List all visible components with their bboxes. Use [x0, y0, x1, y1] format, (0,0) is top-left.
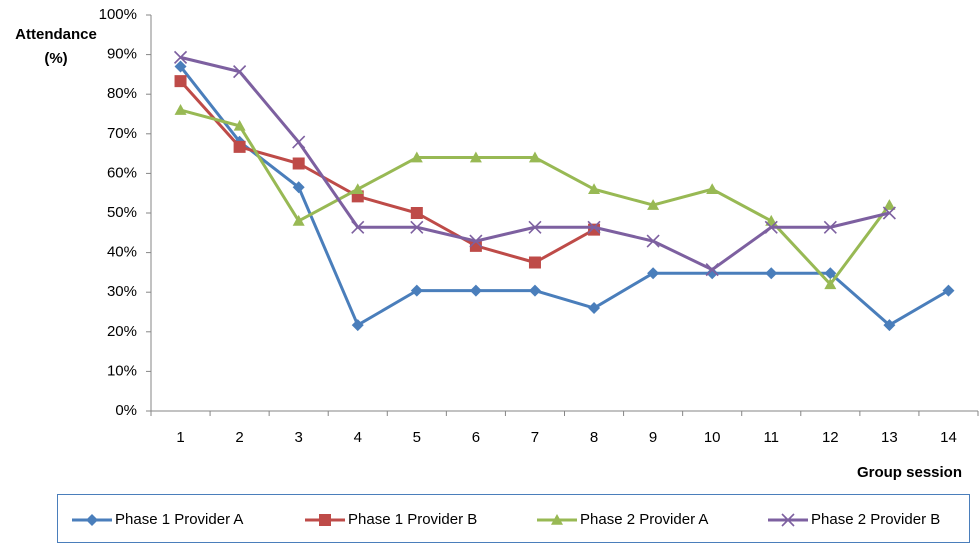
marker: [647, 267, 660, 280]
x-axis-label: Group session: [857, 464, 962, 481]
y-tick-label: 0%: [115, 402, 137, 419]
marker: [883, 199, 896, 210]
legend-label: Phase 2 Provider A: [580, 511, 708, 528]
marker: [824, 267, 837, 280]
marker: [233, 65, 247, 79]
marker: [292, 135, 306, 149]
marker: [765, 267, 778, 280]
marker: [528, 256, 541, 269]
x-tick-label: 12: [822, 429, 839, 446]
marker: [173, 50, 188, 64]
marker: [292, 181, 305, 194]
x-tick-label: 14: [940, 429, 957, 446]
marker: [469, 239, 482, 252]
x-tick-label: 11: [763, 429, 779, 446]
marker: [824, 278, 837, 290]
marker: [174, 104, 187, 115]
marker: [410, 220, 424, 234]
y-tick-label: 30%: [107, 283, 137, 300]
marker: [706, 183, 719, 195]
x-tick-label: 6: [472, 429, 480, 446]
marker: [882, 206, 896, 220]
marker: [86, 514, 98, 526]
marker: [705, 263, 719, 277]
y-axis-label: Attendance: [15, 26, 97, 43]
series-line: [179, 80, 595, 264]
marker: [823, 220, 837, 234]
marker: [528, 284, 541, 297]
y-tick-label: 90%: [107, 46, 137, 63]
series-line: [180, 55, 890, 272]
marker: [883, 319, 896, 332]
marker: [588, 183, 601, 195]
marker: [292, 157, 305, 170]
legend-label: Phase 1 Provider B: [348, 511, 477, 528]
marker: [174, 75, 187, 88]
marker: [469, 151, 482, 163]
x-tick-label: 10: [704, 429, 721, 446]
marker: [647, 199, 660, 210]
marker: [292, 214, 305, 226]
x-tick-label: 7: [531, 429, 539, 446]
marker: [351, 183, 364, 195]
marker: [764, 220, 778, 234]
legend-label: Phase 2 Provider B: [811, 511, 940, 528]
x-tick-label: 1: [176, 429, 184, 446]
y-tick-label: 60%: [107, 164, 137, 181]
marker: [410, 207, 423, 219]
marker: [551, 514, 563, 525]
y-tick-label: 70%: [107, 125, 137, 142]
y-tick-label: 100%: [99, 6, 137, 23]
marker: [233, 119, 246, 131]
x-tick-label: 3: [295, 429, 303, 446]
marker: [233, 140, 246, 153]
y-tick-label: 50%: [107, 204, 137, 221]
y-axis-label: (%): [44, 50, 67, 67]
x-tick-label: 9: [649, 429, 657, 446]
x-tick-label: 8: [590, 429, 598, 446]
x-tick-label: 2: [235, 429, 243, 446]
marker: [469, 284, 482, 297]
y-tick-label: 10%: [107, 362, 137, 379]
marker: [588, 302, 601, 315]
marker: [706, 267, 719, 280]
y-tick-label: 20%: [107, 323, 137, 340]
x-tick-label: 4: [354, 429, 362, 446]
x-tick-label: 13: [881, 429, 898, 446]
y-tick-label: 40%: [107, 244, 137, 261]
marker: [410, 284, 423, 297]
marker: [319, 514, 331, 526]
marker: [469, 234, 483, 248]
y-tick-label: 80%: [107, 85, 137, 102]
marker: [942, 284, 955, 297]
marker: [781, 513, 795, 527]
x-tick-label: 5: [413, 429, 421, 446]
legend-label: Phase 1 Provider A: [115, 511, 243, 528]
marker: [174, 60, 187, 73]
marker: [646, 234, 660, 248]
marker: [528, 220, 542, 234]
marker: [765, 214, 778, 226]
marker: [587, 220, 601, 234]
marker: [410, 151, 423, 163]
marker: [528, 151, 541, 163]
marker: [351, 220, 365, 234]
marker: [351, 319, 364, 332]
